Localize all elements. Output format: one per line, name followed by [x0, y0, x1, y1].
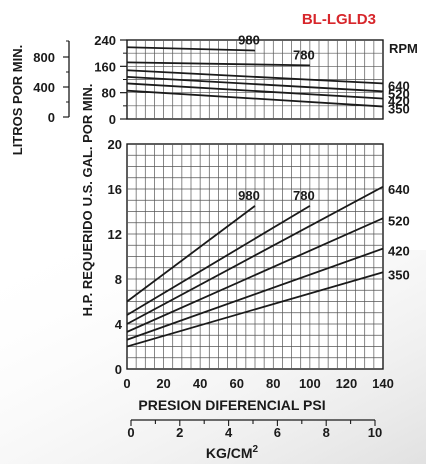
hp-series-420 [126, 247, 384, 341]
flow-series-label-520: 520 [388, 86, 410, 101]
psi-x-tick-label: 20 [156, 376, 170, 391]
gpm-axis-label: U.S. GAL. POR MIN. [80, 84, 95, 207]
flow-y-tick-label: 160 [94, 59, 116, 74]
psi-axis-label: PRESION DIFERENCIAL PSI [138, 397, 325, 413]
hp-gpm-axis-label: H.P. REQUERIDO U.S. GAL. POR MIN. [80, 84, 95, 317]
hp-series-label-640: 640 [388, 182, 410, 197]
psi-x-tick-label: 120 [336, 376, 358, 391]
flow-y-tick-label: 80 [102, 86, 116, 101]
flow-series-label-980: 980 [238, 33, 260, 48]
hp-series-520 [126, 217, 384, 333]
hp-series-label-780: 780 [293, 188, 315, 203]
flow-series-980 [126, 46, 256, 52]
psi-x-tick-label: 0 [123, 376, 130, 391]
hp-series-640 [126, 185, 384, 325]
kg-axis-label-superscript: 2 [253, 444, 259, 455]
flow-y-tick-label: 240 [94, 33, 116, 48]
litros-tick-label: 800 [33, 50, 55, 65]
flow-series-520 [126, 75, 384, 93]
flow-series-label-420: 420 [388, 94, 410, 109]
psi-x-tick-label: 60 [229, 376, 243, 391]
flow-series-label-780: 780 [293, 47, 315, 62]
litros-axis-label: LITROS POR MIN. [10, 45, 25, 156]
rpm-header: RPM [389, 41, 418, 56]
hp-y-tick-label: 16 [108, 182, 122, 197]
flow-series-780 [126, 61, 310, 67]
hp-y-tick-label: 12 [108, 227, 122, 242]
flow-series-420 [126, 82, 384, 100]
hp-series-label-520: 520 [388, 213, 410, 228]
chart-title: BL-LGLD3 [302, 11, 376, 28]
hp-series-label-350: 350 [388, 267, 410, 282]
kg-tick-label: 10 [368, 425, 382, 440]
litros-tick-label: 400 [33, 80, 55, 95]
psi-x-tick-label: 80 [266, 376, 280, 391]
kg-tick-label: 8 [323, 425, 330, 440]
kg-tick-label: 6 [274, 425, 281, 440]
flow-series-label-640: 640 [388, 78, 410, 93]
hp-axis-label: H.P. REQUERIDO [80, 210, 95, 316]
litros-tick-label: 0 [48, 110, 55, 125]
kg-tick-label: 2 [176, 425, 183, 440]
psi-x-tick-label: 40 [193, 376, 207, 391]
flow-series-label-350: 350 [388, 101, 410, 116]
kg-tick-label: 0 [127, 425, 134, 440]
kg-axis-label: KG/CM2 [206, 444, 259, 461]
hp-y-tick-label: 4 [115, 317, 123, 332]
kg-tick-label: 4 [225, 425, 233, 440]
hp-y-tick-label: 8 [115, 272, 122, 287]
psi-x-tick-label: 140 [372, 376, 394, 391]
hp-series-label-420: 420 [388, 244, 410, 259]
flow-series-640 [126, 69, 384, 85]
psi-x-tick-label: 100 [299, 376, 321, 391]
flow-series-350 [126, 89, 384, 108]
hp-y-tick-label: 20 [108, 137, 122, 152]
hp-series-label-980: 980 [238, 188, 260, 203]
hp-series-780 [126, 205, 311, 316]
hp-series-980 [126, 205, 256, 303]
hp-series-350 [126, 271, 384, 348]
hp-y-tick-label: 0 [115, 362, 122, 377]
flow-y-tick-label: 0 [109, 112, 116, 127]
